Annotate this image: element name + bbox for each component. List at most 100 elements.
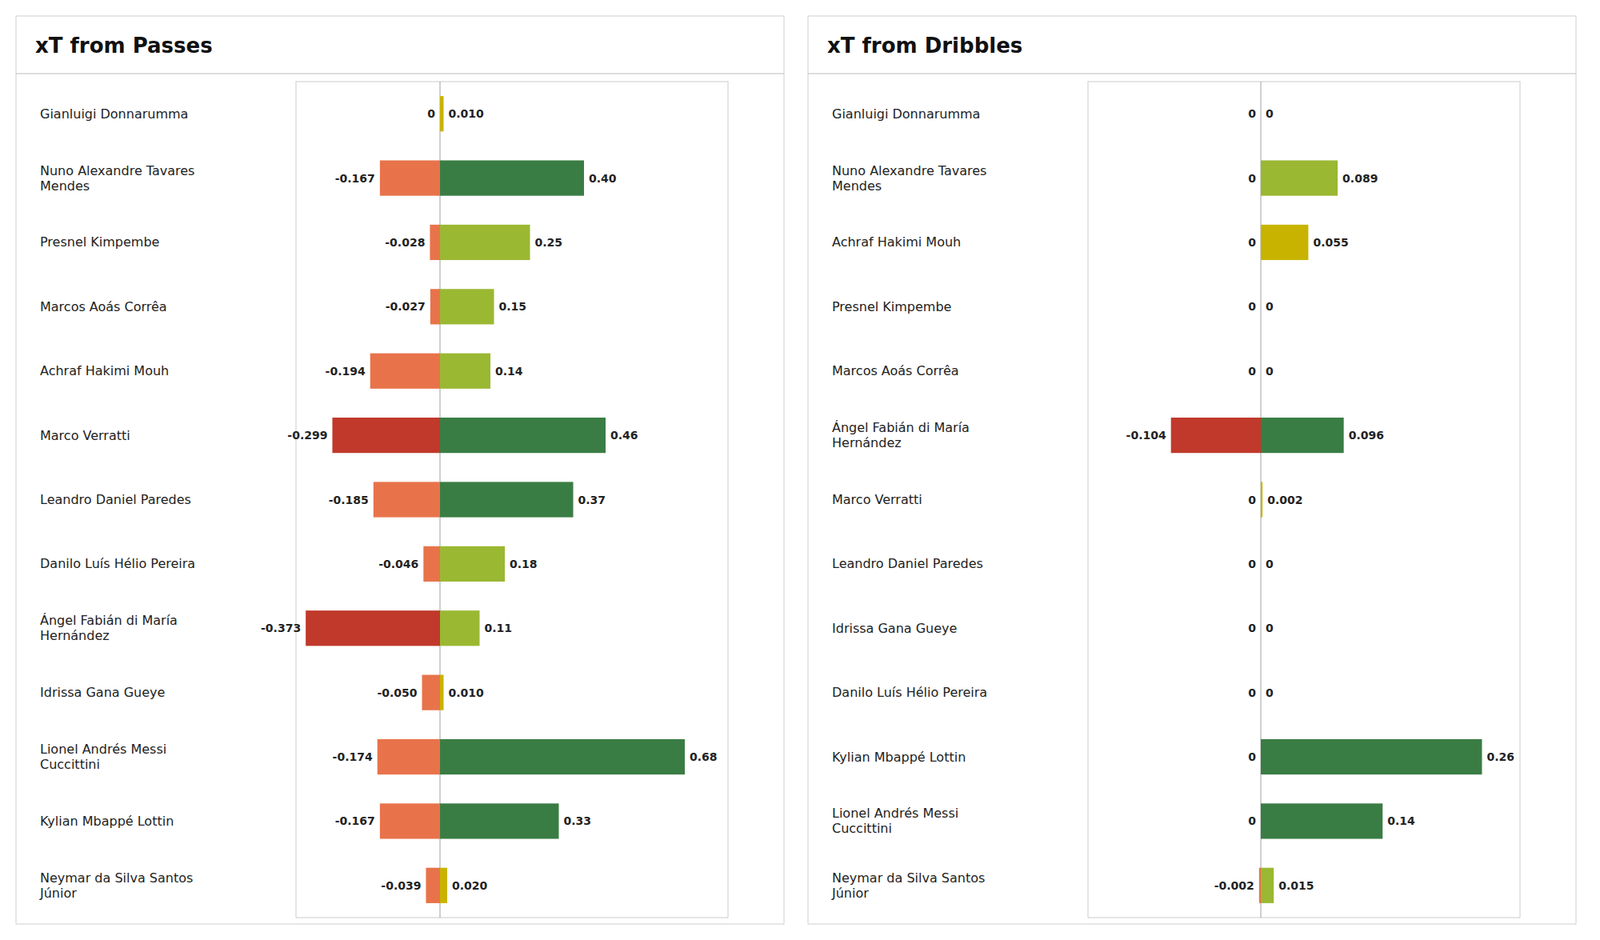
category-label-line: Achraf Hakimi Mouh bbox=[832, 234, 961, 250]
data-label: 0 bbox=[1248, 686, 1256, 700]
data-label: 0.11 bbox=[484, 621, 513, 635]
data-label: -0.299 bbox=[287, 428, 328, 442]
category-label: Nuno Alexandre TavaresMendes bbox=[40, 163, 195, 194]
data-label: 0.020 bbox=[452, 879, 488, 892]
data-label: 0.26 bbox=[1486, 750, 1515, 764]
category-label-line: Danilo Luís Hélio Pereira bbox=[832, 684, 988, 700]
category-label-line: Ángel Fabián di María bbox=[40, 612, 178, 628]
category-label-line: Danilo Luís Hélio Pereira bbox=[40, 556, 196, 572]
data-label: 0.15 bbox=[499, 300, 528, 313]
data-label: 0.096 bbox=[1348, 428, 1384, 442]
category-label-line: Mendes bbox=[40, 178, 90, 194]
category-label-line: Kylian Mbappé Lottin bbox=[40, 813, 174, 829]
bar bbox=[440, 96, 444, 132]
data-label: 0 bbox=[1248, 236, 1256, 249]
category-label-line: Lionel Andrés Messi bbox=[40, 741, 167, 757]
category-label-line: Idrissa Gana Gueye bbox=[40, 684, 165, 700]
bar bbox=[1260, 610, 1262, 646]
category-label-line: Presnel Kimpembe bbox=[832, 299, 952, 315]
category-label-line: Idrissa Gana Gueye bbox=[832, 620, 957, 636]
chart-canvas: xT from Passes Gianluigi Donnarumma Nuno A… bbox=[0, 0, 1600, 940]
data-label: -0.046 bbox=[378, 557, 419, 571]
bar bbox=[1260, 546, 1262, 582]
data-label: 0 bbox=[1265, 107, 1274, 120]
category-label-line: Mendes bbox=[832, 178, 882, 194]
category-label-line: Lionel Andrés Messi bbox=[832, 805, 959, 821]
bar bbox=[425, 868, 440, 904]
bar bbox=[1260, 96, 1262, 132]
category-label-line: Achraf Hakimi Mouh bbox=[40, 363, 169, 379]
data-label: 0 bbox=[1248, 364, 1256, 378]
data-label: -0.373 bbox=[260, 621, 301, 635]
panel: xT from Dribbles Gianluigi Donnarumma Nuno… bbox=[808, 16, 1576, 924]
category-label-line: Ángel Fabián di María bbox=[832, 420, 970, 436]
bar bbox=[440, 224, 531, 260]
data-label: 0 bbox=[1248, 557, 1256, 571]
data-label: 0 bbox=[1265, 300, 1274, 313]
category-label: Lionel Andrés MessiCuccittini bbox=[832, 805, 959, 836]
chart-title: xT from Passes bbox=[35, 33, 213, 58]
data-label: 0.33 bbox=[564, 814, 592, 828]
category-label: Idrissa Gana Gueye bbox=[832, 620, 957, 636]
category-label: Marco Verratti bbox=[832, 492, 923, 508]
data-label: 0.37 bbox=[578, 493, 607, 507]
category-label: Ángel Fabián di MaríaHernández bbox=[40, 612, 178, 644]
bar bbox=[440, 288, 495, 324]
bar bbox=[440, 675, 444, 711]
data-label: 0 bbox=[1265, 364, 1274, 378]
data-label: 0.68 bbox=[689, 750, 718, 764]
category-label: Achraf Hakimi Mouh bbox=[40, 363, 169, 379]
data-label: -0.104 bbox=[1126, 428, 1167, 442]
category-label-line: Júnior bbox=[39, 885, 77, 901]
bar bbox=[440, 868, 448, 904]
panel-border bbox=[16, 16, 784, 924]
data-label: 0 bbox=[1248, 172, 1256, 185]
data-label: 0 bbox=[1265, 621, 1274, 635]
data-label: 0 bbox=[1265, 557, 1274, 571]
bar bbox=[440, 353, 491, 389]
bar bbox=[373, 481, 440, 517]
category-label: Danilo Luís Hélio Pereira bbox=[832, 684, 988, 700]
category-label-line: Cuccittini bbox=[832, 820, 892, 836]
data-label: 0 bbox=[1248, 814, 1256, 828]
category-label: Neymar da Silva SantosJúnior bbox=[831, 870, 985, 901]
bar bbox=[440, 610, 480, 646]
data-label: -0.028 bbox=[384, 236, 425, 249]
data-label: 0 bbox=[1248, 750, 1256, 764]
category-label-line: Leandro Daniel Paredes bbox=[40, 492, 192, 508]
data-label: -0.167 bbox=[335, 172, 376, 185]
bar bbox=[430, 288, 440, 324]
category-label-line: Kylian Mbappé Lottin bbox=[832, 749, 966, 765]
bar bbox=[440, 803, 560, 839]
data-label: 0.46 bbox=[610, 428, 639, 442]
chart-title: xT from Dribbles bbox=[827, 33, 1023, 58]
data-label: -0.050 bbox=[376, 686, 417, 700]
category-label-line: Marco Verratti bbox=[40, 428, 131, 444]
bar bbox=[1260, 675, 1262, 711]
bar bbox=[1260, 96, 1262, 132]
bar bbox=[380, 160, 440, 196]
category-label-line: Neymar da Silva Santos bbox=[832, 870, 985, 886]
category-label-line: Hernández bbox=[832, 435, 902, 451]
data-label: 0.055 bbox=[1312, 236, 1348, 249]
bar bbox=[1260, 739, 1482, 775]
category-label: Danilo Luís Hélio Pereira bbox=[40, 556, 196, 572]
bar bbox=[440, 481, 574, 517]
bar bbox=[370, 353, 440, 389]
category-label-line: Gianluigi Donnarumma bbox=[40, 106, 188, 122]
category-label-line: Nuno Alexandre Tavares bbox=[832, 163, 987, 179]
category-label-line: Hernández bbox=[40, 628, 110, 644]
category-label: Presnel Kimpembe bbox=[832, 299, 952, 315]
category-label: Gianluigi Donnarumma bbox=[832, 106, 980, 122]
category-label-line: Cuccittini bbox=[40, 756, 100, 772]
category-label-line: Gianluigi Donnarumma bbox=[832, 106, 980, 122]
data-label: -0.002 bbox=[1214, 879, 1255, 892]
category-label: Kylian Mbappé Lottin bbox=[40, 813, 174, 829]
category-label-line: Neymar da Silva Santos bbox=[40, 870, 193, 886]
panel: xT from Passes Gianluigi Donnarumma Nuno A… bbox=[16, 16, 784, 924]
category-label: Marcos Aoás Corrêa bbox=[832, 363, 960, 379]
bar bbox=[1260, 160, 1338, 196]
category-label: Idrissa Gana Gueye bbox=[40, 684, 165, 700]
bar bbox=[429, 224, 440, 260]
category-label: Gianluigi Donnarumma bbox=[40, 106, 188, 122]
